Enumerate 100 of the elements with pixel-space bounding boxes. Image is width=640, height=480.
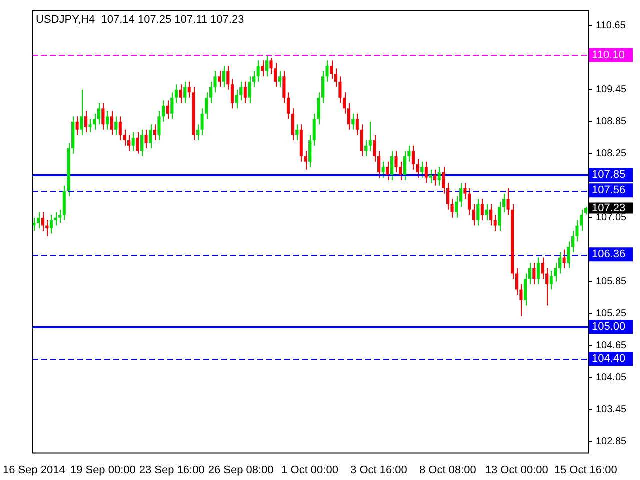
candlestick <box>506 188 510 216</box>
candlestick <box>286 92 290 120</box>
candlestick <box>562 249 566 269</box>
candlestick <box>132 132 135 152</box>
candlestick <box>256 60 260 82</box>
ref-line-label: 110.10 <box>592 49 625 62</box>
candlestick <box>498 201 502 232</box>
candlestick <box>438 166 441 186</box>
candlestick <box>179 84 182 104</box>
candlestick <box>149 124 152 150</box>
candlestick <box>184 81 187 104</box>
candlestick <box>88 118 92 134</box>
y-tick-label: 107.05 <box>596 212 628 224</box>
candlestick <box>356 113 359 136</box>
candlestick <box>580 209 584 232</box>
candlestick <box>368 121 372 152</box>
candlestick <box>485 204 488 221</box>
candlestick <box>494 214 497 232</box>
candlestick <box>536 257 540 285</box>
candlestick <box>235 89 238 110</box>
x-tick-label: 15 Oct 16:00 <box>554 464 618 476</box>
candlestick <box>270 57 273 74</box>
candlestick <box>296 124 299 142</box>
candlestick <box>196 124 200 142</box>
candlestick <box>265 54 268 78</box>
y-tick-label: 103.45 <box>596 404 628 416</box>
candlestick <box>472 204 476 226</box>
ref-line-label: 105.00 <box>592 321 626 334</box>
candlestick <box>136 132 140 154</box>
y-tick-label: 104.65 <box>596 340 628 352</box>
candlestick <box>54 212 58 226</box>
candlestick <box>291 108 294 142</box>
candlestick <box>118 116 122 142</box>
x-tick-label: 3 Oct 16:00 <box>350 464 408 476</box>
x-tick-label: 23 Sep 16:00 <box>139 464 205 476</box>
candlestick <box>390 150 394 182</box>
candlestick <box>464 182 467 200</box>
candlestick <box>278 70 282 88</box>
candlestick <box>386 161 390 182</box>
candlestick <box>84 110 88 134</box>
y-tick-label: 104.05 <box>596 372 628 384</box>
candlestick <box>80 89 84 136</box>
x-tick-label: 26 Sep 08:00 <box>208 464 274 476</box>
x-tick-label: 8 Oct 08:00 <box>419 464 476 476</box>
candlestick <box>166 100 170 120</box>
candlestick <box>330 60 334 80</box>
ref-line-label: 107.85 <box>592 169 626 182</box>
candlestick <box>550 270 553 290</box>
candlestick <box>244 81 247 104</box>
candlestick <box>261 60 264 78</box>
candlestick <box>304 150 308 170</box>
y-tick-label: 110.65 <box>596 20 626 32</box>
candlestick <box>188 81 191 98</box>
candlestick <box>218 70 222 88</box>
candlestick <box>123 129 126 146</box>
y-tick-label: 109.45 <box>596 84 628 96</box>
candlestick <box>200 108 204 136</box>
candlestick <box>364 140 368 158</box>
candlestick <box>312 113 316 146</box>
candlestick <box>144 129 148 150</box>
x-tick-label: 13 Oct 00:00 <box>485 464 548 476</box>
y-tick-label: 105.25 <box>596 308 628 320</box>
candlestick <box>158 110 161 142</box>
candlestick <box>360 124 364 158</box>
y-tick-label: 105.85 <box>596 276 628 288</box>
y-tick-label: 108.85 <box>596 116 628 128</box>
candlestick <box>41 212 44 232</box>
y-tick-label: 102.85 <box>596 436 628 448</box>
candlestick <box>222 65 226 88</box>
chart-title: USDJPY,H4 107.14 107.25 107.11 107.23 <box>36 14 244 26</box>
ref-line-label: 104.40 <box>592 353 626 366</box>
candlestick <box>174 84 178 104</box>
candlestick <box>226 65 230 90</box>
ref-line-label: 107.56 <box>592 184 626 197</box>
candlestick <box>32 217 36 232</box>
candlestick <box>162 100 166 122</box>
candlestick <box>433 169 437 186</box>
candlestick <box>140 129 144 158</box>
candlestick <box>490 204 493 226</box>
candlestick <box>282 70 286 104</box>
candlestick <box>394 150 398 174</box>
x-tick-label: 1 Oct 00:00 <box>282 464 338 476</box>
x-tick-label: 19 Sep 00:00 <box>70 464 136 476</box>
candlestick <box>308 134 312 168</box>
x-tick-label: 16 Sep 2014 <box>3 464 66 476</box>
candlestick <box>420 161 424 178</box>
candlestick <box>532 262 536 285</box>
candlestick <box>416 158 420 178</box>
candlestick <box>114 116 118 136</box>
candlestick <box>62 185 66 221</box>
candlestick <box>110 110 114 136</box>
candlestick <box>76 116 79 136</box>
y-tick-label: 108.25 <box>596 148 628 160</box>
text: 107.23 <box>592 202 626 214</box>
candlestick <box>248 76 252 104</box>
candlestick <box>382 161 385 178</box>
candlestick <box>424 161 428 184</box>
candlestick <box>58 209 62 224</box>
candlestick <box>403 150 406 182</box>
candlestick <box>429 169 432 184</box>
